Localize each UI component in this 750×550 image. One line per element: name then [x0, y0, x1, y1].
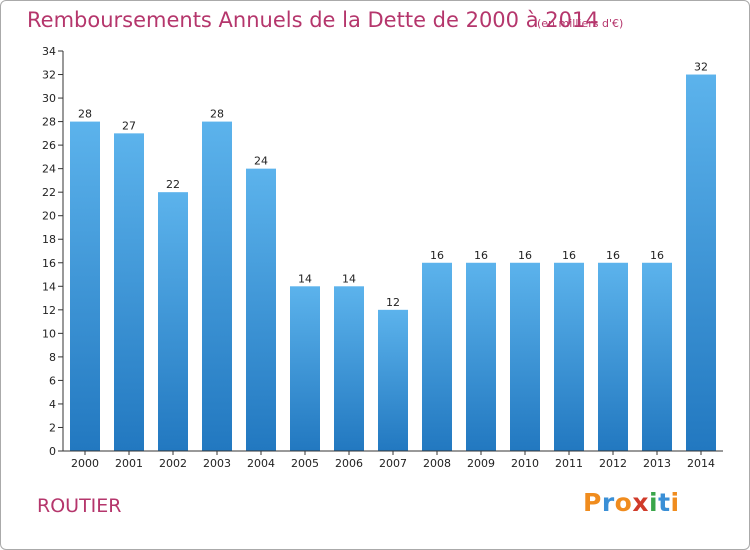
bar-2005 [290, 286, 320, 451]
data-label-2000: 28 [78, 108, 92, 121]
y-tick-label-16: 16 [42, 257, 56, 270]
proxiti-logo: Proxiti [583, 488, 680, 517]
bar-2014 [686, 74, 716, 451]
bar-2004 [246, 168, 276, 451]
bar-2013 [642, 262, 672, 451]
commune-name: ROUTIER [37, 495, 122, 517]
logo-letter: x [632, 488, 649, 517]
chart-subtitle: (en milliers d'€) [537, 17, 624, 30]
x-tick-label-2012: 2012 [599, 457, 627, 470]
y-tick-label-28: 28 [42, 116, 56, 129]
data-label-2014: 32 [694, 61, 708, 74]
data-label-2001: 27 [122, 119, 136, 132]
data-label-2003: 28 [210, 108, 224, 121]
logo-letter: o [614, 488, 633, 517]
bar-2012 [598, 262, 628, 451]
data-label-2008: 16 [430, 249, 444, 262]
y-tick-label-18: 18 [42, 233, 56, 246]
x-tick-label-2006: 2006 [335, 457, 363, 470]
bar-2007 [378, 309, 408, 451]
data-label-2009: 16 [474, 249, 488, 262]
y-tick-label-4: 4 [49, 398, 56, 411]
data-label-2007: 12 [386, 296, 400, 309]
data-label-2010: 16 [518, 249, 532, 262]
x-tick-label-2007: 2007 [379, 457, 407, 470]
bar-2011 [554, 262, 584, 451]
x-tick-label-2004: 2004 [247, 457, 275, 470]
data-label-2012: 16 [606, 249, 620, 262]
data-label-2011: 16 [562, 249, 576, 262]
y-tick-label-0: 0 [49, 445, 56, 458]
y-tick-label-34: 34 [42, 45, 56, 58]
x-tick-label-2009: 2009 [467, 457, 495, 470]
data-label-2002: 22 [166, 178, 180, 191]
logo-letter: i [670, 488, 680, 517]
logo-letter: i [649, 488, 659, 517]
bar-2002 [158, 192, 188, 452]
data-label-2006: 14 [342, 272, 356, 285]
bar-2010 [510, 262, 540, 451]
labels-layer: 28 27 22 28 24 14 14 12 16 16 16 16 16 16 32 [78, 61, 708, 309]
logo-letter: r [601, 488, 615, 517]
logo-letter: t [658, 488, 671, 517]
x-tick-label-2013: 2013 [643, 457, 671, 470]
x-tick-label-2010: 2010 [511, 457, 539, 470]
data-label-2005: 14 [298, 272, 312, 285]
y-tick-label-8: 8 [49, 351, 56, 364]
x-tick-label-2002: 2002 [159, 457, 187, 470]
x-tick-label-2014: 2014 [687, 457, 715, 470]
data-label-2013: 16 [650, 249, 664, 262]
x-tick-label-2005: 2005 [291, 457, 319, 470]
y-tick-label-32: 32 [42, 69, 56, 82]
bar-2009 [466, 262, 496, 451]
logo-letter: P [583, 488, 602, 517]
x-tick-label-2000: 2000 [71, 457, 99, 470]
bar-2003 [202, 121, 232, 452]
bar-2001 [114, 133, 144, 451]
y-tick-label-30: 30 [42, 92, 56, 105]
bar-2000 [70, 121, 100, 452]
axes-layer: 2000 2001 2002 2003 2004 2005 2006 2007 2008 2009… [42, 45, 723, 470]
y-tick-label-26: 26 [42, 139, 56, 152]
x-tick-label-2001: 2001 [115, 457, 143, 470]
x-tick-label-2008: 2008 [423, 457, 451, 470]
bars-layer [70, 74, 716, 452]
x-tick-label-2011: 2011 [555, 457, 583, 470]
bar-2006 [334, 286, 364, 451]
data-label-2004: 24 [254, 155, 268, 168]
y-tick-label-10: 10 [42, 327, 56, 340]
x-tick-label-2003: 2003 [203, 457, 231, 470]
y-tick-label-6: 6 [49, 374, 56, 387]
y-tick-label-22: 22 [42, 186, 56, 199]
y-tick-label-12: 12 [42, 304, 56, 317]
y-tick-label-24: 24 [42, 163, 56, 176]
y-tick-label-20: 20 [42, 210, 56, 223]
chart-title: Remboursements Annuels de la Dette de 20… [27, 8, 599, 32]
y-tick-label-2: 2 [49, 421, 56, 434]
y-tick-label-14: 14 [42, 280, 56, 293]
bar-2008 [422, 262, 452, 451]
